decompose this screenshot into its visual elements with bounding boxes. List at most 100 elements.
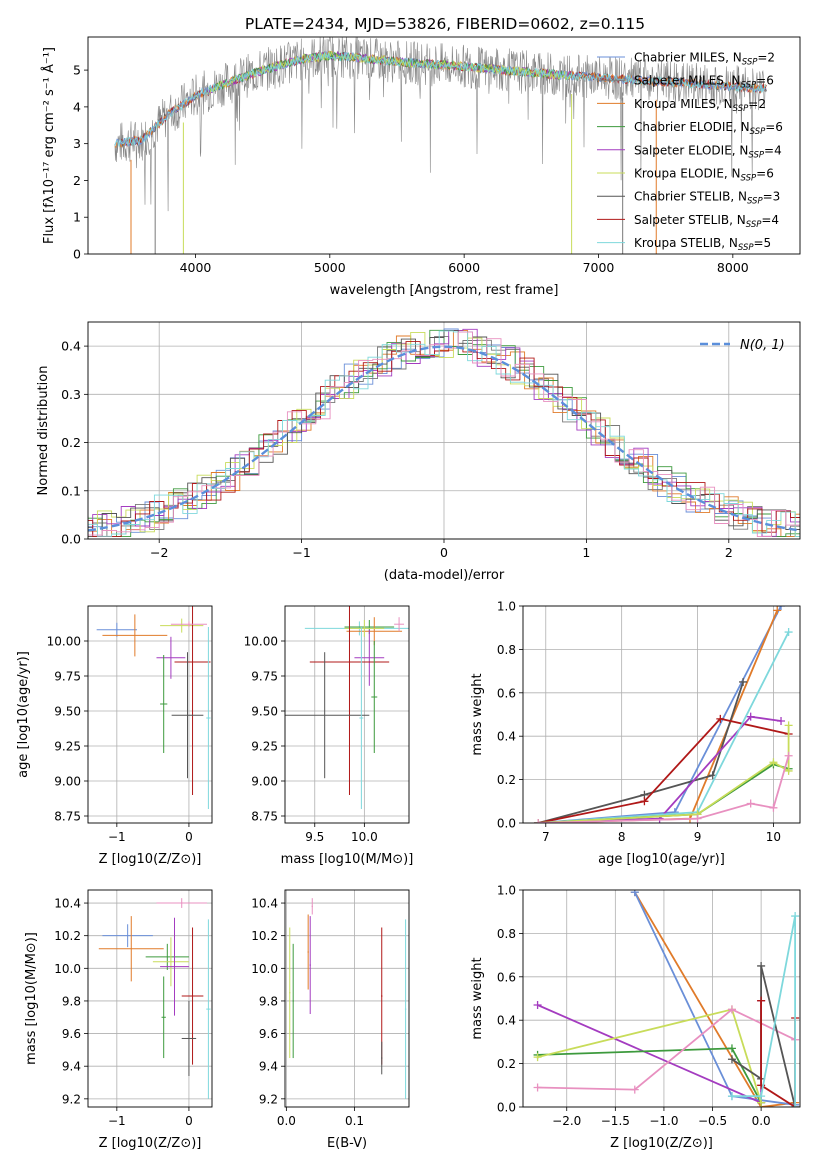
residual-series xyxy=(88,328,800,538)
age_vs_mass-points xyxy=(285,606,409,809)
x-axis-label: mass [log10(M/M⊙)] xyxy=(281,852,414,867)
y-tick-label: 2 xyxy=(73,173,81,188)
y-tick-label: 9.8 xyxy=(62,994,81,1008)
mass-weight-point xyxy=(769,803,778,812)
x-tick-label: 6000 xyxy=(448,260,480,275)
x-axis-label: Z [log10(Z/Z⊙)] xyxy=(99,852,202,867)
mass_vs_ebv-frame xyxy=(284,889,410,1108)
legend-entry: Chabrier MILES, NSSP=2 xyxy=(634,51,775,68)
mass-weight-line xyxy=(538,725,790,823)
y-tick-label: 1.0 xyxy=(497,600,516,614)
mass-weight-point xyxy=(773,606,782,615)
mass-weight-point xyxy=(739,677,748,686)
axes-age_vs_Z: −1 0 8.75 9.00 9.25 9.50 9.75 10.00 xyxy=(47,606,212,844)
legend-entry: Salpeter MILES, NSSP=6 xyxy=(634,74,774,91)
spectrum-frame xyxy=(87,36,801,255)
x-axis-label: E(B-V) xyxy=(327,1136,367,1151)
mass-weight-point xyxy=(784,628,793,637)
y-tick-label: 9.50 xyxy=(251,705,278,719)
y-tick-label: 10.0 xyxy=(54,962,81,976)
mass-weight-point xyxy=(777,717,786,726)
residual-histogram-salpeter_miles xyxy=(88,336,800,538)
x-axis-label: Z [log10(Z/Z⊙)] xyxy=(610,1136,713,1151)
y-axis-label: age [log10(age/yr)] xyxy=(16,651,31,778)
legend-entry: Kroupa ELODIE, NSSP=6 xyxy=(634,167,774,184)
y-tick-label: 10.0 xyxy=(251,962,278,976)
x-tick-label: −0.5 xyxy=(698,1114,727,1128)
mass_vs_Z-frame xyxy=(87,889,213,1108)
x-tick-label: 2 xyxy=(725,545,733,560)
mass-weight-point xyxy=(533,1001,542,1010)
mass-weight-point xyxy=(791,1103,800,1107)
x-tick-label: 10.0 xyxy=(351,830,378,844)
spectrum-line-kroupa_stelib xyxy=(114,51,767,147)
y-tick-label: 10.4 xyxy=(54,897,81,911)
mass-weight-point xyxy=(784,751,793,760)
y-tick-label: 0.2 xyxy=(497,773,516,787)
spectrum-series xyxy=(114,37,767,254)
residual-frame xyxy=(87,321,801,540)
mass-weight-point xyxy=(769,758,778,767)
x-tick-label: 0 xyxy=(185,830,193,844)
spectrum-legend: Chabrier MILES, NSSP=2 Salpeter MILES, NS… xyxy=(597,51,783,253)
x-tick-label: −2 xyxy=(150,545,168,560)
x-tick-label: −1 xyxy=(108,1114,126,1128)
mass-weight-point xyxy=(716,714,725,723)
mass-weight-point xyxy=(746,799,755,808)
y-tick-label: 1.0 xyxy=(497,884,516,898)
y-tick-label: 9.25 xyxy=(54,740,81,754)
x-tick-label: 0 xyxy=(185,1114,193,1128)
y-tick-label: 10.4 xyxy=(251,897,278,911)
y-tick-label: 9.2 xyxy=(259,1092,278,1106)
y-tick-label: 0.1 xyxy=(61,483,81,498)
y-axis-label: mass weight xyxy=(470,673,485,755)
figure-title: PLATE=2434, MJD=53826, FIBERID=0602, z=0… xyxy=(245,15,645,33)
mass-weight-point xyxy=(727,1044,736,1053)
y-tick-label: 0.4 xyxy=(497,1014,516,1028)
mass_weight_vs_age-series xyxy=(534,606,793,823)
y-tick-label: 0.6 xyxy=(497,970,516,984)
y-tick-label: 10.00 xyxy=(244,635,278,649)
y-tick-label: 9.75 xyxy=(54,670,81,684)
x-tick-label: −2.0 xyxy=(552,1114,581,1128)
mass-weight-point xyxy=(746,712,755,721)
legend-entry: Kroupa STELIB, NSSP=5 xyxy=(634,236,771,253)
x-axis-label: Z [log10(Z/Z⊙)] xyxy=(99,1136,202,1151)
x-tick-label: 0.0 xyxy=(752,1114,771,1128)
mass-weight-line xyxy=(537,1047,762,1104)
mass-weight-line xyxy=(760,1000,796,1107)
x-axis-label: age [log10(age/yr)] xyxy=(598,852,725,867)
y-tick-label: 9.6 xyxy=(259,1027,278,1041)
x-tick-label: 5000 xyxy=(314,260,346,275)
x-tick-label: 9.5 xyxy=(305,830,324,844)
y-tick-label: 10.2 xyxy=(54,929,81,943)
y-tick-label: 9.25 xyxy=(251,740,278,754)
mass-weight-point xyxy=(791,912,800,921)
mass-weight-point xyxy=(533,1053,542,1062)
y-tick-label: 0.2 xyxy=(61,435,81,450)
y-tick-label: 4 xyxy=(73,99,81,114)
mass-weight-line xyxy=(634,891,796,1107)
mass-weight-point xyxy=(784,766,793,775)
y-axis-label: Normed distribution xyxy=(36,366,51,496)
y-tick-label: 9.4 xyxy=(62,1060,81,1074)
mass-weight-point xyxy=(727,1055,736,1064)
axes-mass_vs_Z: −1 0 9.2 9.4 9.6 9.8 10.0 10.2 10.4 xyxy=(54,890,212,1128)
legend-entry: Chabrier STELIB, NSSP=3 xyxy=(634,190,780,207)
y-tick-label: 0.4 xyxy=(497,730,516,744)
y-tick-label: 0.0 xyxy=(497,1101,516,1115)
y-tick-label: 9.00 xyxy=(54,775,81,789)
y-tick-label: 9.6 xyxy=(62,1027,81,1041)
y-tick-label: 0.3 xyxy=(61,387,81,402)
mass_weight_vs_Z-series xyxy=(533,890,800,1107)
y-axis-label: mass weight xyxy=(470,957,485,1039)
mass-weight-point xyxy=(693,814,702,823)
normal-curve xyxy=(88,345,800,532)
y-tick-label: 0 xyxy=(73,247,81,262)
mass-weight-point xyxy=(727,1005,736,1014)
x-tick-label: −1 xyxy=(108,830,126,844)
x-tick-label: −1.5 xyxy=(601,1114,630,1128)
y-tick-label: 1 xyxy=(73,210,81,225)
x-tick-label: 7000 xyxy=(583,260,615,275)
